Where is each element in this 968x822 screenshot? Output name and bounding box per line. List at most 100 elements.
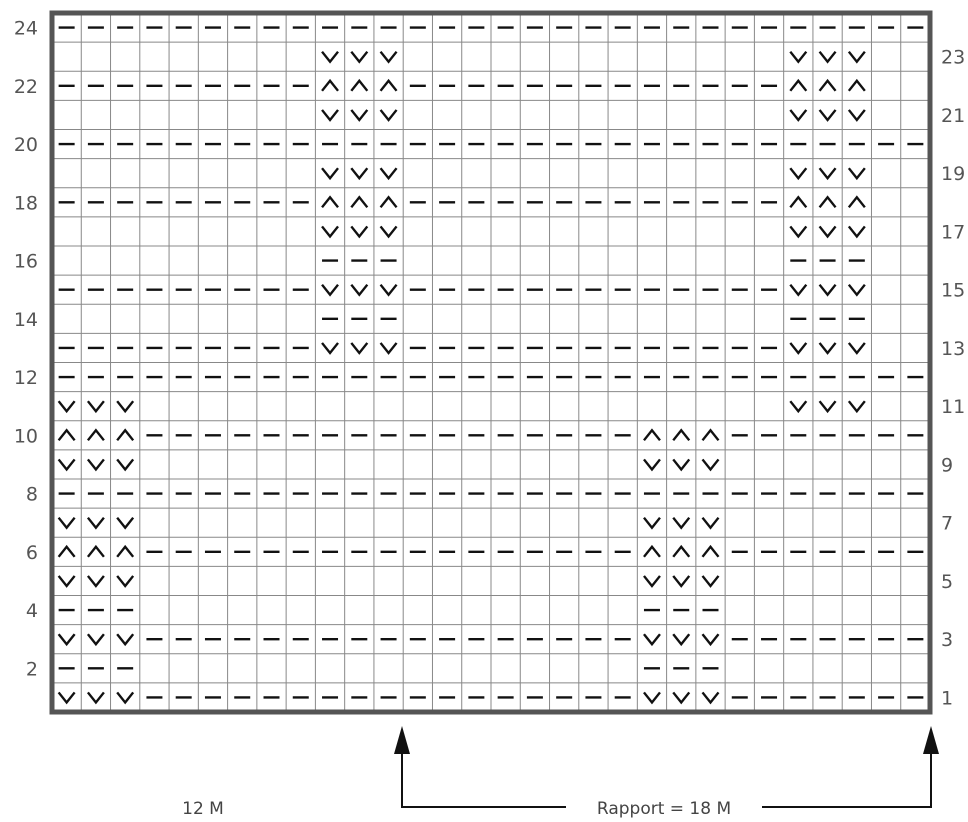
row-number-label: 13 [941,338,965,360]
down-chevron-symbol [847,283,866,297]
up-chevron-symbol [321,195,339,209]
down-chevron-symbol [57,458,76,472]
down-chevron-symbol [672,516,691,530]
down-chevron-symbol [379,167,398,181]
row-number-label: 2 [26,658,38,680]
down-chevron-symbol [350,50,369,64]
row-number-label: 9 [941,454,953,476]
row-number-label: 12 [14,367,38,389]
down-chevron-symbol [818,283,837,297]
row-number-label: 24 [14,18,38,40]
repeat-start-arrow [394,726,410,754]
down-chevron-symbol [379,225,398,239]
up-chevron-symbol [379,78,398,92]
down-chevron-symbol [701,691,720,705]
row-number-label: 7 [941,513,953,535]
down-chevron-symbol [350,342,369,355]
down-chevron-symbol [789,167,808,181]
up-chevron-symbol [701,428,720,442]
down-chevron-symbol [789,342,808,355]
down-chevron-symbol [86,458,105,472]
row-numbers-left: 24 22 20 18 16 14 12 10 8 6 4 2 [14,18,38,681]
row-number-label: 23 [941,47,965,69]
up-chevron-symbol [116,428,135,442]
up-chevron-symbol [643,544,661,558]
row-numbers-right: 23 21 19 17 15 13 11 9 7 5 3 1 [941,47,965,710]
down-chevron-symbol [818,342,837,355]
down-chevron-symbol [643,458,661,472]
row-number-label: 21 [941,105,965,127]
down-chevron-symbol [789,225,808,239]
down-chevron-symbol [321,225,339,239]
stitch-symbols [57,26,924,705]
down-chevron-symbol [789,283,808,297]
up-chevron-symbol [116,544,135,558]
row-number-label: 16 [14,251,38,273]
up-chevron-symbol [86,428,105,442]
repeat-indicator [394,726,939,808]
row-number-label: 19 [941,163,965,185]
down-chevron-symbol [379,50,398,64]
down-chevron-symbol [847,400,866,414]
down-chevron-symbol [116,400,135,414]
down-chevron-symbol [321,342,339,355]
down-chevron-symbol [672,691,691,705]
down-chevron-symbol [847,50,866,64]
down-chevron-symbol [350,109,369,122]
down-chevron-symbol [86,400,105,414]
down-chevron-symbol [789,400,808,414]
row-number-label: 3 [941,629,953,651]
row-number-label: 6 [26,542,38,564]
down-chevron-symbol [86,633,105,647]
up-chevron-symbol [643,428,661,442]
down-chevron-symbol [379,283,398,297]
down-chevron-symbol [116,516,135,530]
row-number-label: 14 [14,309,38,331]
up-chevron-symbol [789,78,808,92]
up-chevron-symbol [57,544,76,558]
down-chevron-symbol [818,167,837,181]
up-chevron-symbol [789,195,808,209]
down-chevron-symbol [57,691,76,705]
row-number-label: 8 [26,484,38,506]
up-chevron-symbol [350,195,369,209]
down-chevron-symbol [86,516,105,530]
down-chevron-symbol [847,225,866,239]
row-number-label: 11 [941,396,965,418]
up-chevron-symbol [86,544,105,558]
row-number-label: 10 [14,425,38,447]
down-chevron-symbol [672,458,691,472]
down-chevron-symbol [57,400,76,414]
up-chevron-symbol [321,78,339,92]
down-chevron-symbol [57,575,76,588]
down-chevron-symbol [701,633,720,647]
down-chevron-symbol [116,691,135,705]
down-chevron-symbol [57,516,76,530]
down-chevron-symbol [818,400,837,414]
down-chevron-symbol [789,109,808,122]
row-number-label: 17 [941,221,965,243]
down-chevron-symbol [116,633,135,647]
chart-frame [49,10,933,715]
down-chevron-symbol [321,167,339,181]
repeat-label: Rapport = 18 M [597,799,731,819]
down-chevron-symbol [321,283,339,297]
down-chevron-symbol [672,633,691,647]
row-number-label: 22 [14,76,38,98]
down-chevron-symbol [116,458,135,472]
up-chevron-symbol [847,78,866,92]
repeat-end-arrow [923,726,939,754]
down-chevron-symbol [643,633,661,647]
down-chevron-symbol [789,50,808,64]
repeat-bracket-line [401,752,566,808]
row-number-label: 15 [941,280,965,302]
down-chevron-symbol [86,575,105,588]
down-chevron-symbol [350,283,369,297]
down-chevron-symbol [701,516,720,530]
down-chevron-symbol [350,225,369,239]
down-chevron-symbol [701,575,720,588]
down-chevron-symbol [847,342,866,355]
up-chevron-symbol [379,195,398,209]
row-number-label: 18 [14,192,38,214]
